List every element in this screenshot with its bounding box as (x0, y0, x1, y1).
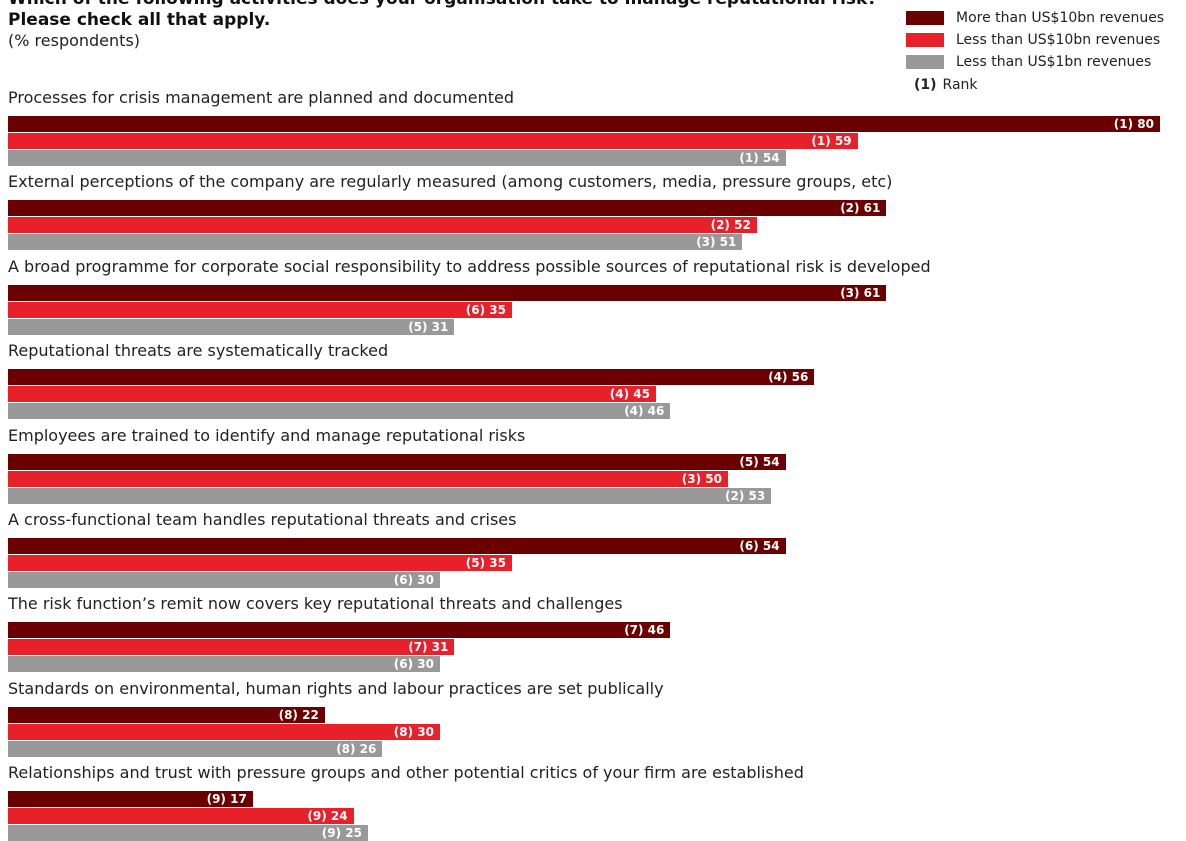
bar-large: (7) 46 (8, 622, 671, 639)
bar-value-label: (1) 80 (1113, 117, 1154, 131)
bar-small: (8) 26 (8, 740, 383, 757)
legend-item-mid: Less than US$10bn revenues (906, 29, 1182, 51)
bar-mid: (5) 35 (8, 555, 512, 571)
bar-mid: (2) 52 (8, 217, 757, 234)
bar-value-label: (6) 35 (465, 302, 506, 317)
bar-value-label: (8) 26 (336, 741, 377, 756)
chart-title-line-1: Which of the following activities does y… (8, 0, 888, 10)
legend-rank-marker: (1) (914, 77, 937, 93)
bar-small: (9) 25 (8, 825, 368, 841)
legend-item-small: Less than US$1bn revenues (906, 51, 1182, 73)
bar-value-label: (1) 54 (739, 151, 780, 165)
legend-item-large: More than US$10bn revenues (906, 7, 1182, 29)
bar-large: (1) 80 (8, 116, 1160, 132)
legend: More than US$10bn revenues Less than US$… (906, 7, 1182, 97)
legend-swatch-large (906, 11, 944, 25)
bar-value-label: (3) 51 (696, 235, 737, 250)
bar-mid: (8) 30 (8, 723, 440, 740)
bar-large: (6) 54 (8, 538, 786, 554)
bar-value-label: (4) 46 (624, 404, 665, 419)
bar-value-label: (5) 31 (408, 319, 449, 334)
bar-value-label: (6) 30 (393, 573, 434, 587)
category-label: The risk function’s remit now covers key… (8, 594, 623, 614)
bar-small: (5) 31 (8, 318, 455, 335)
legend-label-small: Less than US$1bn revenues (956, 54, 1152, 70)
bar-mid: (6) 35 (8, 301, 512, 318)
category-label: A broad programme for corporate social r… (8, 256, 931, 276)
bar-value-label: (2) 61 (840, 201, 881, 216)
chart-header: Which of the following activities does y… (8, 0, 888, 51)
bar-large: (8) 22 (8, 706, 325, 723)
bar-value-label: (9) 17 (206, 792, 247, 807)
bar-mid: (9) 24 (8, 808, 354, 825)
bar-value-label: (8) 22 (278, 707, 319, 722)
bar-mid: (7) 31 (8, 639, 455, 656)
bar-large: (9) 17 (8, 791, 253, 808)
chart-subtitle: (% respondents) (8, 31, 141, 50)
legend-swatch-mid (906, 33, 944, 47)
chart-title-line-2: Please check all that apply. (8, 10, 271, 30)
category-label: Processes for crisis management are plan… (8, 88, 514, 107)
bar-large: (2) 61 (8, 200, 887, 217)
bar-large: (5) 54 (8, 453, 786, 470)
bar-value-label: (4) 45 (609, 387, 650, 402)
bar-value-label: (8) 30 (393, 724, 434, 739)
category-label: Relationships and trust with pressure gr… (8, 763, 804, 783)
legend-swatch-small (906, 55, 944, 69)
bar-value-label: (3) 61 (840, 285, 881, 300)
legend-label-mid: Less than US$10bn revenues (956, 32, 1161, 48)
bar-mid: (4) 45 (8, 386, 656, 403)
bar-value-label: (5) 35 (465, 556, 506, 570)
bar-value-label: (4) 56 (768, 370, 809, 385)
bar-value-label: (7) 46 (624, 623, 665, 638)
bar-value-label: (6) 30 (393, 657, 434, 672)
bar-value-label: (1) 59 (811, 134, 852, 148)
bar-value-label: (7) 31 (408, 640, 449, 655)
category-label: A cross-functional team handles reputati… (8, 510, 517, 529)
category-label: External perceptions of the company are … (8, 172, 893, 192)
bar-small: (6) 30 (8, 572, 440, 588)
bar-value-label: (2) 52 (710, 218, 751, 233)
bar-small: (4) 46 (8, 403, 671, 420)
category-label: Standards on environmental, human rights… (8, 678, 664, 698)
bar-small: (2) 53 (8, 487, 772, 504)
bar-mid: (1) 59 (8, 133, 858, 149)
bar-value-label: (9) 24 (307, 809, 348, 824)
legend-rank-label: Rank (942, 77, 978, 93)
bar-value-label: (6) 54 (739, 539, 780, 553)
bar-large: (3) 61 (8, 284, 887, 301)
legend-rank-note: (1) Rank (906, 73, 1182, 97)
bar-mid: (3) 50 (8, 470, 728, 487)
bar-value-label: (5) 54 (739, 454, 780, 469)
bar-value-label: (2) 53 (724, 488, 766, 503)
legend-label-large: More than US$10bn revenues (956, 10, 1165, 26)
bar-small: (3) 51 (8, 234, 743, 251)
bar-value-label: (3) 50 (681, 471, 722, 486)
category-label: Employees are trained to identify and ma… (8, 425, 526, 445)
category-label: Reputational threats are systematically … (8, 341, 389, 361)
bar-small: (6) 30 (8, 656, 440, 673)
bar-value-label: (9) 25 (321, 826, 362, 841)
bar-large: (4) 56 (8, 369, 815, 386)
bar-small: (1) 54 (8, 150, 786, 166)
